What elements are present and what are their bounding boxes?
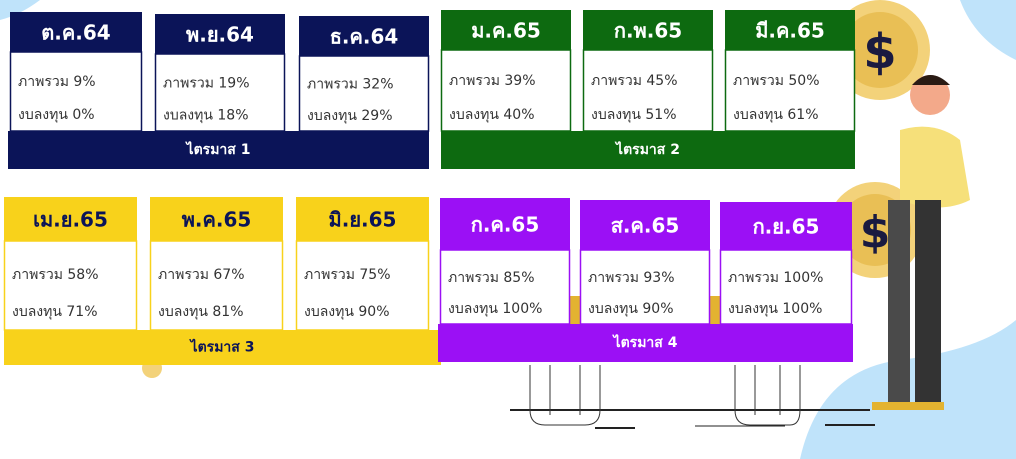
month-name: พ.ค.65 [182, 208, 252, 232]
budget-text: งบลงทุน 18% [163, 108, 249, 124]
overall-text: ภาพรวม 32% [307, 77, 394, 93]
quarter-label: ไตรมาส 4 [612, 333, 678, 351]
month-name: มี.ค.65 [755, 19, 825, 43]
month-name: ธ.ค.64 [330, 25, 399, 49]
budget-text: งบลงทุน 0% [18, 107, 95, 123]
overall-text: ภาพรวม 85% [448, 270, 535, 286]
budget-text: งบลงทุน 81% [158, 304, 244, 320]
budget-text: งบลงทุน 40% [449, 107, 535, 123]
quarter: ต.ค.64 ภาพรวม 9% งบลงทุน 0% พ.ย.64 ภาพรวม 19… [8, 12, 429, 169]
budget-text: งบลงทุน 51% [591, 107, 677, 123]
budget-text: งบลงทุน 71% [12, 304, 98, 320]
infographic: $ $ ต.ค.64 ภาพรวม 9% งบลงทุน 0% พ.ย.64 ภาพรว… [0, 0, 1016, 459]
quarter: ม.ค.65 ภาพรวม 39% งบลงทุน 40% ก.พ.65 ภาพรวม … [441, 10, 855, 169]
budget-text: งบลงทุน 29% [307, 108, 393, 124]
month-name: ม.ค.65 [471, 19, 541, 43]
month-name: มิ.ย.65 [329, 208, 397, 232]
month-name: ก.ค.65 [471, 213, 540, 237]
svg-text:$: $ [863, 24, 896, 80]
quarter-label: ไตรมาส 3 [189, 338, 255, 356]
svg-text:$: $ [860, 207, 891, 258]
overall-text: ภาพรวม 75% [304, 267, 391, 283]
budget-text: งบลงทุน 100% [728, 301, 822, 317]
budget-text: งบลงทุน 61% [733, 107, 819, 123]
budget-text: งบลงทุน 90% [304, 304, 390, 320]
overall-text: ภาพรวม 9% [18, 74, 96, 90]
quarter: ก.ค.65 ภาพรวม 85% งบลงทุน 100% ส.ค.65 ภาพรวม… [438, 198, 853, 362]
page: $ $ ต.ค.64 ภาพรวม 9% งบลงทุน 0% พ.ย.64 ภาพรว… [0, 0, 1016, 459]
month-name: ก.ย.65 [753, 215, 820, 239]
overall-text: ภาพรวม 19% [163, 75, 250, 91]
overall-text: ภาพรวม 50% [733, 73, 820, 89]
overall-text: ภาพรวม 67% [158, 267, 245, 283]
overall-text: ภาพรวม 100% [728, 270, 823, 286]
month-name: ต.ค.64 [41, 21, 110, 45]
budget-text: งบลงทุน 90% [588, 301, 674, 317]
month-name: ส.ค.65 [611, 214, 680, 238]
month-name: พ.ย.64 [186, 23, 254, 47]
month-name: เม.ย.65 [33, 208, 108, 232]
month-name: ก.พ.65 [614, 19, 682, 43]
budget-text: งบลงทุน 100% [448, 301, 542, 317]
overall-text: ภาพรวม 58% [12, 267, 99, 283]
quarter: เม.ย.65 ภาพรวม 58% งบลงทุน 71% พ.ค.65 ภาพรวม… [4, 197, 441, 365]
overall-text: ภาพรวม 93% [588, 270, 675, 286]
overall-text: ภาพรวม 39% [449, 73, 536, 89]
quarter-label: ไตรมาส 2 [614, 140, 680, 158]
overall-text: ภาพรวม 45% [591, 73, 678, 89]
quarter-label: ไตรมาส 1 [185, 140, 251, 158]
